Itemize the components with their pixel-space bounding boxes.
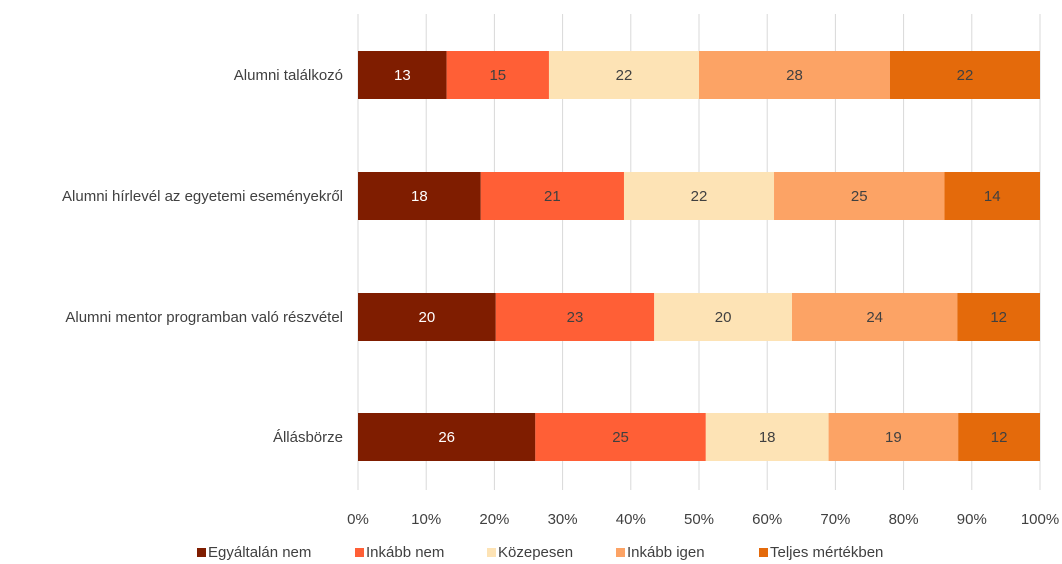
data-label: 25	[612, 429, 629, 446]
data-label: 13	[394, 67, 411, 84]
bar-segment	[358, 172, 481, 220]
bar-segment	[944, 172, 1040, 220]
bar-segment	[699, 51, 890, 99]
data-label: 22	[616, 67, 633, 84]
bar-segment	[623, 172, 775, 220]
legend-label: Teljes mértékben	[770, 544, 883, 561]
category-label: Alumni mentor programban való részvétel	[65, 309, 343, 326]
legend-label: Egyáltalán nem	[208, 544, 311, 561]
x-tick-label: 30%	[548, 511, 578, 528]
data-label: 22	[691, 188, 708, 205]
data-label: 18	[759, 429, 776, 446]
bars: 13 15 22 28 22 18 21 22 25 14 20 23 20 24 12 26 25 18 19 12	[358, 51, 1040, 461]
data-label: 23	[567, 309, 584, 326]
x-tick-label: 60%	[752, 511, 782, 528]
legend-label: Közepesen	[498, 544, 573, 561]
bar-segment	[548, 51, 699, 99]
bar-segment	[358, 51, 447, 99]
bar-segment	[774, 172, 945, 220]
bar-segment	[495, 293, 655, 341]
data-label: 14	[984, 188, 1001, 205]
data-label: 20	[419, 309, 436, 326]
legend-swatch	[759, 548, 768, 557]
data-label: 18	[411, 188, 428, 205]
legend-swatch	[197, 548, 206, 557]
data-label: 28	[786, 67, 803, 84]
x-tick-label: 90%	[957, 511, 987, 528]
bar-segment	[957, 293, 1040, 341]
data-label: 26	[438, 429, 455, 446]
x-tick-label: 20%	[479, 511, 509, 528]
data-label: 12	[991, 429, 1008, 446]
legend: Egyáltalán nem Inkább nem Közepesen Inkább …	[197, 544, 883, 561]
data-label: 20	[715, 309, 732, 326]
x-axis-ticks: 0% 10% 20% 30% 40% 50% 60% 70% 80% 90% 100%	[347, 511, 1059, 528]
category-label: Állásbörze	[273, 429, 343, 446]
legend-label: Inkább igen	[627, 544, 705, 561]
legend-swatch	[355, 548, 364, 557]
x-tick-label: 70%	[820, 511, 850, 528]
data-label: 25	[851, 188, 868, 205]
legend-swatch	[616, 548, 625, 557]
bar-segment	[358, 293, 496, 341]
x-tick-label: 0%	[347, 511, 369, 528]
data-label: 15	[489, 67, 506, 84]
bar-segment	[480, 172, 624, 220]
bar-segment	[958, 413, 1040, 461]
legend-label: Inkább nem	[366, 544, 444, 561]
data-label: 24	[866, 309, 883, 326]
bar-segment	[889, 51, 1040, 99]
bar-segment	[792, 293, 958, 341]
bar-segment	[705, 413, 829, 461]
bar-segment	[446, 51, 549, 99]
data-label: 12	[990, 309, 1007, 326]
data-label: 21	[544, 188, 561, 205]
x-tick-label: 10%	[411, 511, 441, 528]
legend-swatch	[487, 548, 496, 557]
x-tick-label: 100%	[1021, 511, 1059, 528]
data-label: 22	[957, 67, 974, 84]
data-label: 19	[885, 429, 902, 446]
bar-segment	[828, 413, 959, 461]
bar-segment	[654, 293, 792, 341]
x-tick-label: 50%	[684, 511, 714, 528]
x-tick-label: 40%	[616, 511, 646, 528]
bar-segment	[358, 413, 536, 461]
y-axis-categories: Alumni találkozó Alumni hírlevél az egyet…	[62, 67, 343, 446]
x-tick-label: 80%	[889, 511, 919, 528]
category-label: Alumni találkozó	[234, 67, 343, 84]
bar-segment	[535, 413, 706, 461]
category-label: Alumni hírlevél az egyetemi eseményekről	[62, 188, 343, 205]
